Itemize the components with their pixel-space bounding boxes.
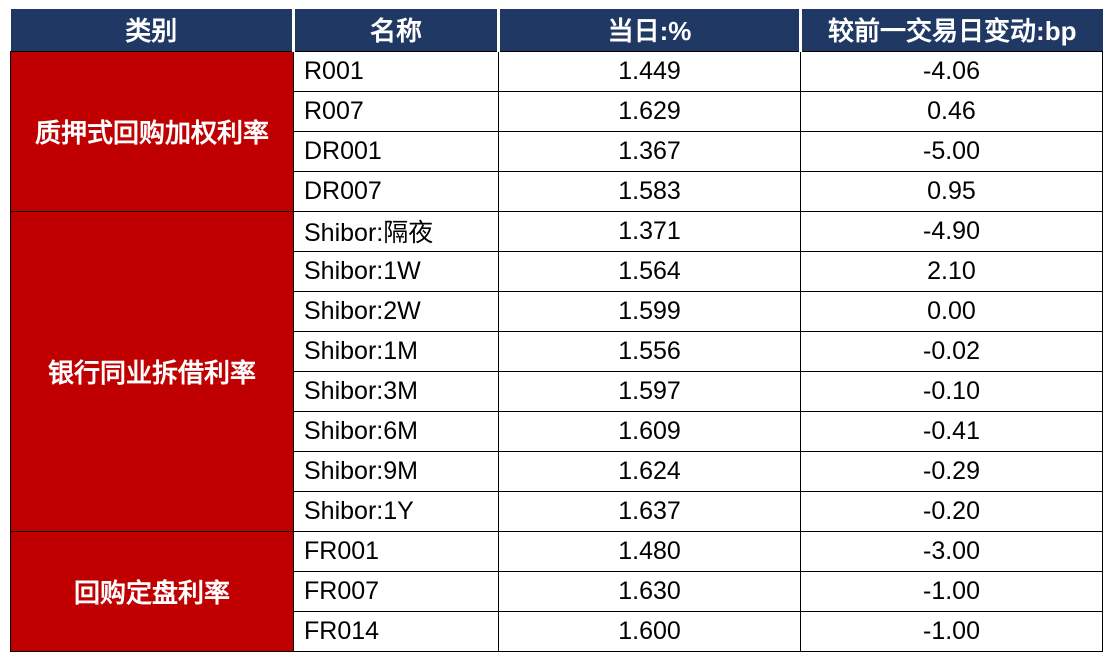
value-cell: 1.480	[498, 530, 801, 572]
change-cell: -4.06	[800, 50, 1103, 92]
category-cell: 回购定盘利率	[10, 530, 294, 652]
change-cell: -4.90	[800, 210, 1103, 252]
table-row: DR001 1.367 -5.00	[11, 130, 1103, 172]
value-cell: 1.371	[498, 210, 801, 252]
value-cell: 1.630	[498, 570, 801, 612]
table-row: R007 1.629 0.46	[11, 90, 1103, 132]
change-cell: -0.20	[800, 490, 1103, 532]
table-row: Shibor:3M 1.597 -0.10	[11, 370, 1103, 412]
table-row: Shibor:6M 1.609 -0.41	[11, 410, 1103, 452]
header-category: 类别	[10, 9, 295, 51]
name-cell: Shibor:隔夜	[293, 210, 499, 252]
name-cell: DR007	[293, 170, 499, 212]
change-cell: 2.10	[800, 250, 1103, 292]
table-body: 质押式回购加权利率 R001 1.449 -4.06 R007 1.629 0.46 DR00…	[10, 50, 1103, 652]
value-cell: 1.637	[498, 490, 801, 532]
value-cell: 1.600	[498, 610, 801, 652]
table-row: 回购定盘利率 FR001 1.480 -3.00	[10, 530, 1103, 652]
change-cell: -0.02	[800, 330, 1103, 372]
name-cell: Shibor:1M	[293, 330, 499, 372]
name-cell: Shibor:9M	[293, 450, 499, 492]
name-cell: FR001	[293, 530, 499, 572]
name-cell: DR001	[293, 130, 499, 172]
change-cell: -0.29	[800, 450, 1103, 492]
name-cell: Shibor:6M	[293, 410, 499, 452]
name-cell: R007	[293, 90, 499, 132]
table-row: 质押式回购加权利率 R001 1.449 -4.06	[10, 50, 1103, 212]
table-row: Shibor:1Y 1.637 -0.20	[11, 490, 1103, 532]
change-cell: -1.00	[800, 570, 1103, 612]
value-cell: 1.624	[498, 450, 801, 492]
table-row: Shibor:1M 1.556 -0.02	[11, 330, 1103, 372]
name-cell: FR014	[293, 610, 499, 652]
name-cell: Shibor:2W	[293, 290, 499, 332]
value-cell: 1.597	[498, 370, 801, 412]
value-cell: 1.556	[498, 330, 801, 372]
name-cell: R001	[293, 50, 499, 92]
change-cell: -0.41	[800, 410, 1103, 452]
value-cell: 1.449	[498, 50, 801, 92]
change-cell: -5.00	[800, 130, 1103, 172]
table-row: FR007 1.630 -1.00	[11, 570, 1103, 612]
name-cell: FR007	[293, 570, 499, 612]
value-cell: 1.609	[498, 410, 801, 452]
name-cell: Shibor:1Y	[293, 490, 499, 532]
value-cell: 1.564	[498, 250, 801, 292]
change-cell: -3.00	[800, 530, 1103, 572]
table-row: Shibor:9M 1.624 -0.29	[11, 450, 1103, 492]
header-change: 较前一交易日变动:bp	[800, 9, 1103, 51]
name-cell: Shibor:3M	[293, 370, 499, 412]
change-cell: 0.95	[800, 170, 1103, 212]
value-cell: 1.583	[498, 170, 801, 212]
value-cell: 1.599	[498, 290, 801, 332]
table-header: 类别 名称 当日:% 较前一交易日变动:bp	[10, 9, 1103, 51]
change-cell: -0.10	[800, 370, 1103, 412]
table-row: FR014 1.600 -1.00	[11, 610, 1103, 652]
table-row: Shibor:1W 1.564 2.10	[11, 250, 1103, 292]
category-cell: 质押式回购加权利率	[10, 50, 294, 212]
header-name: 名称	[293, 9, 500, 51]
category-cell: 银行同业拆借利率	[10, 210, 294, 532]
header-value: 当日:%	[498, 9, 802, 51]
change-cell: -1.00	[800, 610, 1103, 652]
rates-table: 类别 名称 当日:% 较前一交易日变动:bp 质押式回购加权利率 R001 1.44…	[10, 9, 1103, 652]
value-cell: 1.367	[498, 130, 801, 172]
name-cell: Shibor:1W	[293, 250, 499, 292]
change-cell: 0.46	[800, 90, 1103, 132]
value-cell: 1.629	[498, 90, 801, 132]
table-row: 银行同业拆借利率 Shibor:隔夜 1.371 -4.90	[10, 210, 1103, 532]
change-cell: 0.00	[800, 290, 1103, 332]
table-row: DR007 1.583 0.95	[11, 170, 1103, 212]
header-row: 类别 名称 当日:% 较前一交易日变动:bp	[10, 9, 1103, 51]
